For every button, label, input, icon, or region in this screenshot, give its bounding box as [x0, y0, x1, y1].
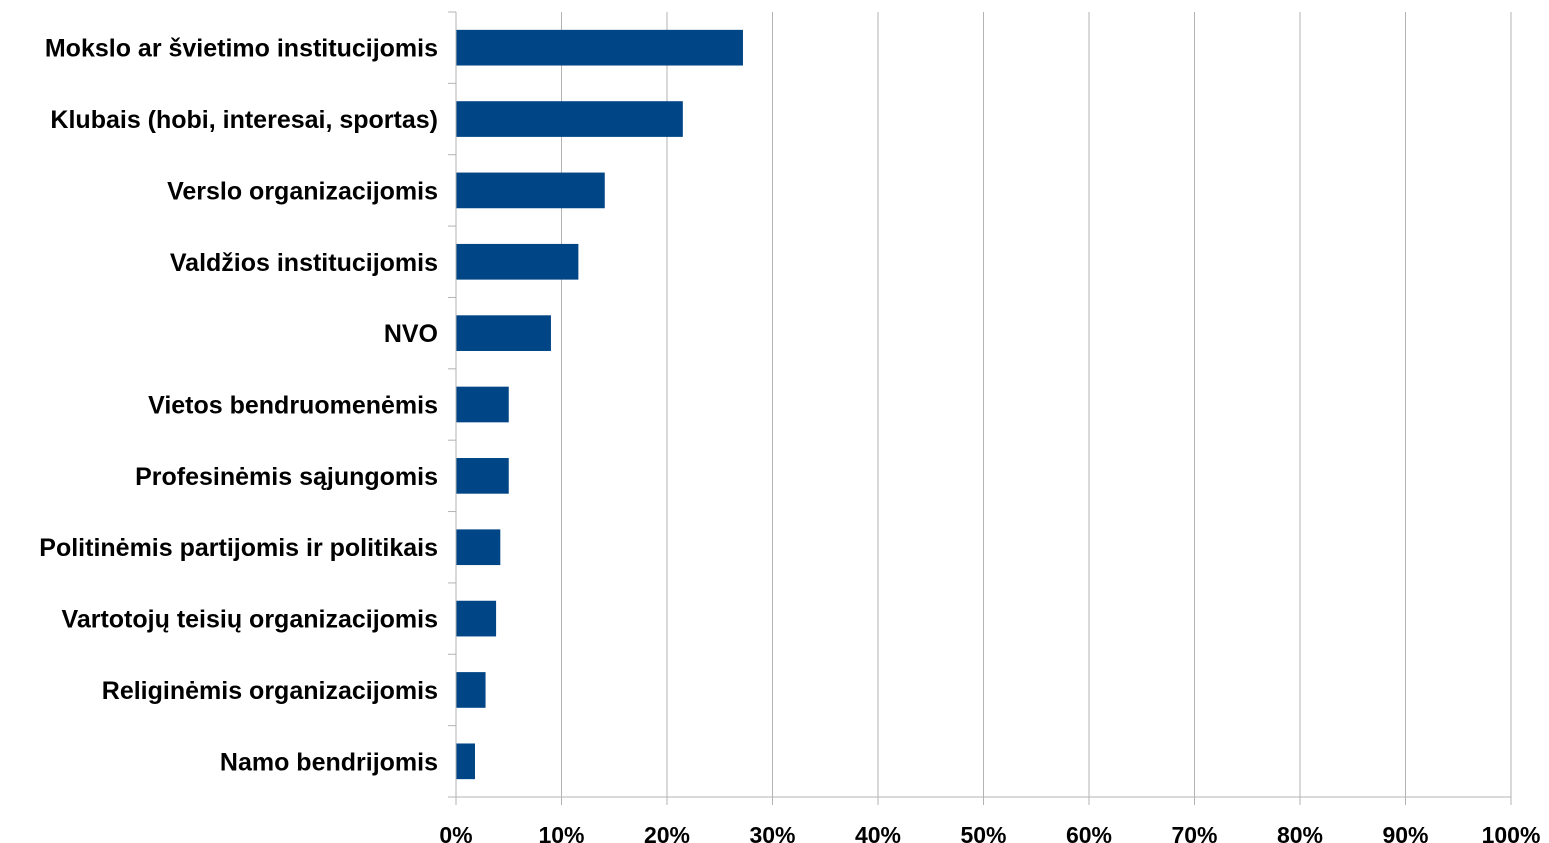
bar — [456, 600, 497, 637]
category-labels: Mokslo ar švietimo institucijomis Klubais… — [39, 35, 438, 777]
x-tick-label: 40% — [855, 822, 901, 843]
bar — [456, 243, 579, 280]
bars — [456, 29, 743, 780]
category-label: Mokslo ar švietimo institucijomis — [45, 35, 438, 63]
category-label: NVO — [384, 320, 438, 348]
category-label: Vietos bendruomenėmis — [148, 392, 438, 420]
x-tick-label: 30% — [749, 822, 795, 843]
bar — [456, 672, 486, 708]
x-tick-label: 60% — [1066, 822, 1112, 843]
x-tick-label: 100% — [1482, 822, 1541, 843]
x-tick-label: 10% — [538, 822, 584, 843]
axes — [448, 11, 1512, 805]
category-label: Profesinėmis sąjungomis — [135, 463, 438, 491]
x-tick-labels: 0% 10% 20% 30% 40% 50% 60% 70% 80% 90% 100% — [439, 822, 1540, 843]
bar — [456, 529, 501, 566]
x-tick-label: 80% — [1277, 822, 1323, 843]
x-tick-label: 90% — [1382, 822, 1428, 843]
x-tick-label: 0% — [439, 822, 472, 843]
x-tick-label: 70% — [1171, 822, 1217, 843]
bar — [456, 315, 551, 351]
bar — [456, 386, 509, 423]
category-label: Namo bendrijomis — [220, 748, 438, 776]
category-label: Valdžios institucijomis — [170, 249, 438, 277]
bar — [456, 743, 475, 780]
bar — [456, 101, 683, 137]
bar — [456, 29, 743, 66]
bar — [456, 172, 605, 209]
category-label: Verslo organizacijomis — [167, 177, 438, 205]
x-tick-label: 50% — [960, 822, 1006, 843]
category-label: Politinėmis partijomis ir politikais — [39, 534, 438, 562]
category-label: Religinėmis organizacijomis — [102, 677, 438, 705]
bar — [456, 458, 509, 494]
x-tick-label: 20% — [644, 822, 690, 843]
category-label: Klubais (hobi, interesai, sportas) — [50, 106, 438, 134]
category-label: Vartotojų teisių organizacijomis — [62, 606, 438, 634]
gridlines — [455, 12, 1512, 797]
